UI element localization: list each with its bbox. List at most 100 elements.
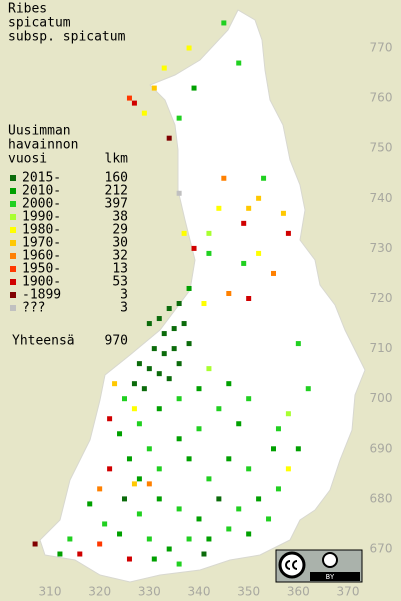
x-tick-label: 360 <box>287 585 310 599</box>
legend-count-header: lkm <box>105 152 129 167</box>
observation-square <box>166 306 172 312</box>
observation-square <box>136 511 142 517</box>
observation-square <box>122 396 127 402</box>
observation-square <box>181 321 187 327</box>
y-tick-label: 750 <box>370 141 393 155</box>
observation-square <box>97 486 103 492</box>
legend-swatch <box>10 188 16 194</box>
legend-count: 160 <box>105 171 128 186</box>
observation-square <box>176 190 182 196</box>
observation-square <box>186 45 192 51</box>
legend-label: 2000- <box>22 197 61 212</box>
legend-swatch <box>10 266 16 272</box>
y-tick-label: 730 <box>370 241 393 255</box>
country-outline <box>39 9 366 583</box>
observation-square <box>206 536 212 542</box>
observation-square <box>285 466 291 472</box>
observation-square <box>305 386 311 392</box>
legend-swatch <box>10 279 16 285</box>
legend-label: 1980- <box>22 223 61 238</box>
observation-square <box>241 260 247 266</box>
x-tick-label: 310 <box>39 585 62 599</box>
legend-label: 1970- <box>22 236 61 251</box>
observation-square <box>126 95 132 101</box>
legend-label: 1950- <box>22 262 61 277</box>
observation-square <box>176 361 182 367</box>
y-tick-label: 770 <box>370 41 393 55</box>
legend-swatch <box>10 240 16 246</box>
legend-swatch <box>10 253 16 259</box>
legend-label: ??? <box>22 301 45 316</box>
legend-swatch <box>10 292 16 298</box>
observation-square <box>280 210 286 216</box>
legend-count: 32 <box>112 249 128 264</box>
title: subsp. spicatum <box>8 30 126 45</box>
y-tick-label: 670 <box>370 542 393 556</box>
legend-swatch <box>10 175 16 181</box>
observation-square <box>136 476 142 482</box>
observation-square <box>156 466 162 472</box>
observation-square <box>176 506 182 512</box>
legend-count: 30 <box>112 236 128 251</box>
observation-square <box>226 290 232 296</box>
by-icon <box>322 552 338 568</box>
observation-square <box>146 481 152 487</box>
observation-square <box>186 285 192 291</box>
observation-square <box>146 536 152 542</box>
observation-square <box>271 270 276 276</box>
observation-square <box>201 301 207 307</box>
observation-square <box>256 195 262 201</box>
y-tick-label: 740 <box>370 191 393 205</box>
observation-square <box>107 416 113 422</box>
observation-square <box>285 411 291 417</box>
observation-square <box>32 541 38 547</box>
y-tick-label: 690 <box>370 441 393 455</box>
observation-square <box>186 536 192 542</box>
observation-square <box>87 501 93 507</box>
observation-square <box>77 551 83 557</box>
x-tick-label: 350 <box>237 585 260 599</box>
observation-square <box>196 426 202 432</box>
observation-square <box>176 436 182 442</box>
legend-label: 1900- <box>22 275 61 290</box>
observation-square <box>107 466 113 472</box>
observation-square <box>146 446 152 452</box>
observation-square <box>275 426 281 432</box>
observation-square <box>112 381 118 387</box>
observation-square <box>131 481 137 487</box>
legend-count: 397 <box>105 197 128 212</box>
observation-square <box>146 366 152 372</box>
observation-square <box>236 60 242 66</box>
x-tick-label: 370 <box>337 585 360 599</box>
observation-square <box>136 421 142 427</box>
observation-square <box>117 431 123 437</box>
observation-square <box>246 396 252 402</box>
observation-square <box>216 406 222 412</box>
observation-layer <box>32 20 311 567</box>
observation-square <box>166 546 172 552</box>
observation-square <box>131 406 137 412</box>
observation-square <box>285 230 291 236</box>
y-tick-label: 700 <box>370 391 393 405</box>
observation-square <box>186 456 192 462</box>
observation-square <box>102 521 108 527</box>
observation-square <box>216 496 222 502</box>
observation-square <box>196 386 202 392</box>
observation-square <box>151 85 157 91</box>
badge-strip <box>310 572 360 581</box>
observation-square <box>151 346 157 352</box>
observation-square <box>206 230 212 236</box>
observation-square <box>171 346 177 352</box>
observation-square <box>176 396 182 402</box>
title: spicatum <box>8 16 71 31</box>
observation-square <box>295 341 301 347</box>
observation-square <box>136 361 142 367</box>
observation-square <box>176 561 182 567</box>
legend-label: 1960- <box>22 249 61 264</box>
legend-count: 29 <box>112 223 128 238</box>
observation-square <box>141 110 147 116</box>
legend-count: 3 <box>120 288 128 303</box>
legend-count: 3 <box>120 301 128 316</box>
